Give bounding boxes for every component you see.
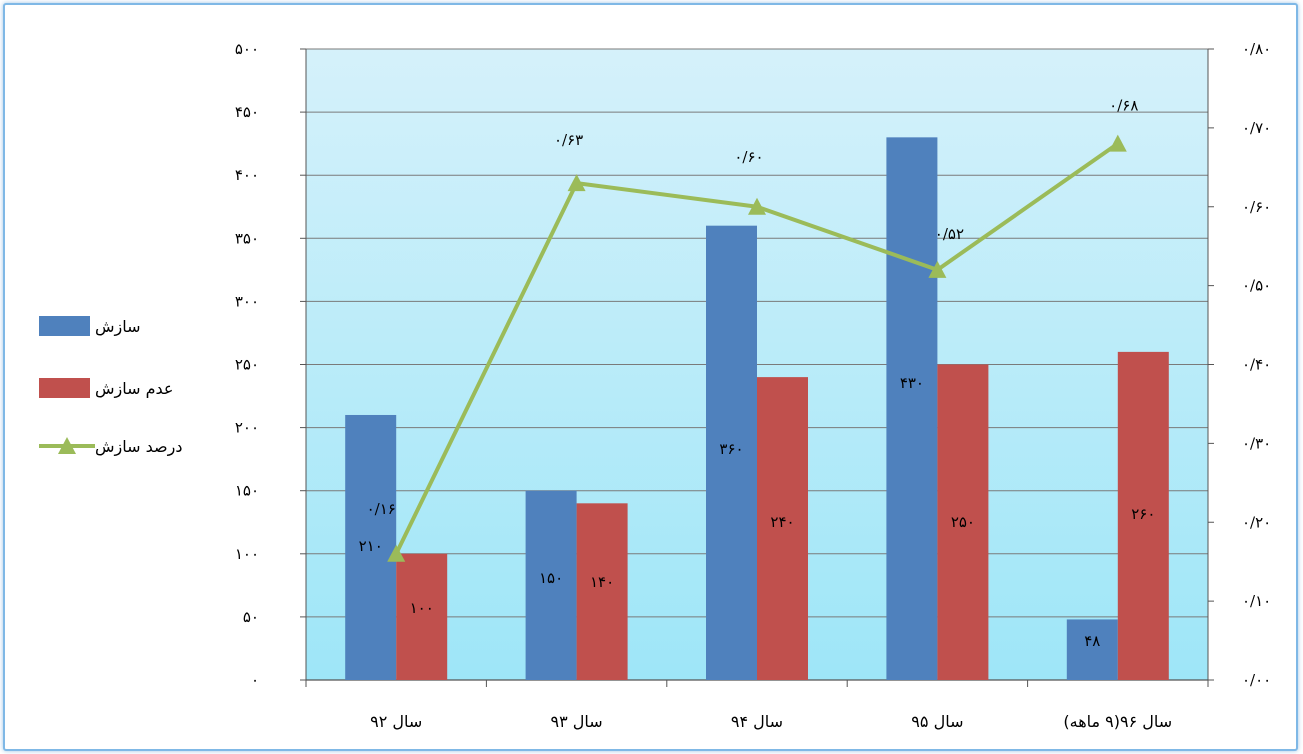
bar-adam-sazesh [576, 503, 628, 680]
x-category-label: سال ۹۵ [911, 712, 963, 731]
y-right-tick-label: ۰/۴۰ [1242, 356, 1271, 374]
line-point-marker [387, 544, 406, 562]
line-data-label: ۰/۶۳ [554, 131, 583, 149]
y-right-tick-label: ۰/۲۰ [1242, 513, 1271, 531]
legend-swatch-sazesh [39, 316, 90, 336]
y-left-tick-label: ۵۰ [243, 608, 259, 626]
x-category-label: سال ۹۳ [551, 712, 603, 731]
legend-label: سازش [95, 317, 141, 337]
bar-sazesh [706, 225, 757, 680]
combo-chart: ۰ ۵۰ ۱۰۰ ۱۵۰ ۲۰۰ ۲۵۰ ۳۰۰ ۳۵۰ ۴۰۰ ۴۵۰ ۵۰۰ ۰/۰۰ ۰/۱۰ ۰/… [39, 40, 1271, 731]
bar-data-label: ۴۳۰ [900, 374, 924, 392]
y-left-tick-label: ۳۰۰ [235, 292, 259, 310]
line-point-marker [928, 260, 947, 278]
y-left-tick-label: ۲۵۰ [235, 356, 259, 374]
bar-sazesh [525, 490, 577, 680]
bar-data-label: ۴۸ [1084, 632, 1100, 650]
y-right-tick-label: ۰/۳۰ [1242, 434, 1271, 452]
y-left-tick-label: ۲۰۰ [235, 419, 259, 437]
line-point-marker [567, 174, 586, 192]
y-left-tick-label: ۳۵۰ [235, 229, 259, 247]
y-right-tick-label: ۰/۸۰ [1242, 40, 1271, 58]
bar-data-label: ۱۵۰ [539, 569, 563, 587]
x-category-label: سال ۹۶(۹ ماهه) [1063, 712, 1172, 731]
bar-sazesh [345, 414, 397, 680]
bar-sazesh [1066, 619, 1118, 680]
chart-frame: ۰ ۵۰ ۱۰۰ ۱۵۰ ۲۰۰ ۲۵۰ ۳۰۰ ۳۵۰ ۴۰۰ ۴۵۰ ۵۰۰ ۰/۰۰ ۰/۱۰ ۰/… [3, 3, 1298, 751]
y-right-tick-label: ۰/۶۰ [1242, 198, 1271, 216]
legend-swatch-adam-sazesh [39, 378, 90, 398]
line-data-label: ۰/۵۲ [935, 225, 964, 243]
y-left-tick-label: ۰ [251, 671, 259, 689]
line-point-marker [748, 197, 766, 215]
bar-adam-sazesh [396, 553, 448, 680]
legend-label: درصد سازش [95, 437, 182, 457]
y-left-tick-label: ۱۰۰ [235, 545, 259, 563]
line-point-marker [1108, 134, 1127, 152]
bar-data-label: ۱۰۰ [410, 599, 434, 617]
line-data-label: ۰/۱۶ [367, 500, 396, 518]
y-left-tick-label: ۱۵۰ [235, 482, 259, 500]
bar-adam-sazesh [1117, 351, 1169, 680]
y-right-tick-label: ۰/۰۰ [1242, 671, 1271, 689]
bar-data-label: ۳۶۰ [719, 440, 743, 458]
bar-adam-sazesh [937, 364, 989, 680]
legend-label: عدم سازش [95, 379, 173, 399]
y-left-tick-label: ۵۰۰ [235, 40, 259, 58]
y-right-tick-label: ۰/۱۰ [1242, 592, 1271, 610]
y-left-tick-label: ۴۵۰ [235, 103, 259, 121]
line-data-label: ۰/۶۰ [734, 148, 763, 166]
x-category-label: سال ۹۲ [370, 712, 422, 731]
y-right-tick-label: ۰/۷۰ [1242, 119, 1271, 137]
bar-data-label: ۲۱۰ [359, 537, 383, 555]
line-data-label: ۰/۶۸ [1109, 97, 1138, 115]
bar-sazesh [886, 137, 938, 681]
bar-adam-sazesh [757, 377, 808, 680]
bar-data-label: ۲۵۰ [951, 513, 975, 531]
bar-data-label: ۲۶۰ [1131, 505, 1155, 523]
x-category-label: سال ۹۴ [731, 712, 783, 731]
y-left-tick-label: ۴۰۰ [235, 166, 259, 184]
legend-swatch-darsad-marker [58, 437, 76, 454]
y-right-tick-label: ۰/۵۰ [1242, 277, 1271, 295]
bar-data-label: ۲۴۰ [770, 513, 794, 531]
bar-data-label: ۱۴۰ [590, 573, 614, 591]
